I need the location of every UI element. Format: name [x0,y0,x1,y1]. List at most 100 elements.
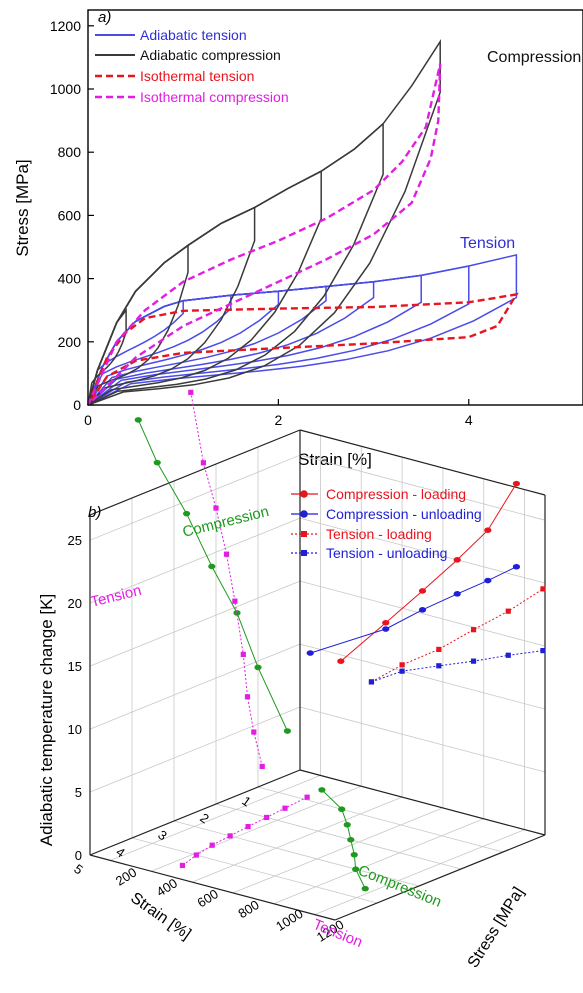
grid-line [273,818,484,905]
grid-line [151,785,362,872]
panel-b-legend: Compression - loading Compression - unlo… [291,486,482,561]
panel-a-legend: Adiabatic tension Adiabatic compression … [95,27,289,105]
axis-edge [299,429,546,496]
stress-temp-compression-unloading-point [484,577,492,584]
y-tick-label: 800 [58,144,82,160]
strain-stress-compression-point [352,866,360,873]
annotation-tension: Tension [460,235,515,252]
stress-temp-compression-unloading-line [310,566,517,654]
stress-temp-tension-loading-point [436,646,442,653]
adiabatic-compression-loop-6 [87,39,441,406]
strain-temp-tension-point [251,729,257,735]
legend-label-compression-unloading: Compression - unloading [326,506,482,522]
stress-temp-compression-unloading-point [512,563,521,570]
panel-b-zlabel: Adiabatic temperature change [K] [37,594,56,846]
grid-line [257,786,504,853]
x-tick-label: 5 [71,861,86,877]
z-tick-label: 5 [75,785,82,800]
stress-temp-tension-unloading-point [540,648,546,654]
stress-temp-tension-unloading-point [470,658,477,664]
y-tick-label: 200 [113,864,139,888]
y-tick-label: 600 [58,207,82,223]
strain-temp-compression-point [254,664,262,671]
legend-label-adiabatic-compression: Adiabatic compression [140,47,281,63]
strain-temp-tension-point [244,694,251,700]
strain-stress-tension-point [209,842,215,848]
y-tick-label: 0 [73,397,81,413]
panel-a-ticks: 0 2 4 0 200 400 600 800 1000 1200 [50,18,473,428]
y-tick-label: 200 [58,334,82,350]
y-tick-label: 600 [195,886,221,910]
strain-temp-tension-point [188,389,194,395]
stress-temp-tension-unloading-point [399,668,405,674]
stress-temp-compression-unloading-point [418,607,427,613]
annotation-compression: Compression [487,49,581,66]
annotation-b-compression-base: Compression [356,862,444,911]
strain-stress-compression-point [343,821,351,828]
grid-line [89,580,301,667]
stress-temp-tension-unloading-point [505,652,511,658]
y-tick-label: 1200 [50,18,81,34]
grid-line [299,454,546,521]
stress-temp-compression-loading-point [418,588,427,594]
axis-edge [89,429,301,516]
strain-stress-tension-point [193,852,199,858]
panel-a-curves [86,39,519,406]
grid-line [191,796,403,883]
strain-stress-tension-point [245,823,251,830]
isothermal-compression-curve [86,63,442,406]
panel-a-plot-frame [87,9,583,406]
strain-temp-tension-point [213,505,219,511]
stress-temp-compression-unloading-point [382,626,390,632]
strain-stress-tension-point [304,794,310,800]
legend-label-tension-unloading: Tension - unloading [326,545,447,561]
grid-line [89,706,301,793]
strain-stress-tension-line [182,796,308,866]
grid-line [89,517,301,604]
grid-line [89,454,301,541]
grid-line [89,643,301,730]
strain-temp-compression-point [233,610,241,616]
stress-temp-compression-loading-point [484,527,492,534]
z-tick-label: 25 [68,533,82,548]
stress-temp-tension-unloading-point [368,679,375,685]
legend-marker-compression-loading [300,490,308,498]
strain-stress-compression-point [361,885,369,892]
stress-temp-compression-unloading-point [306,650,314,656]
legend-label-adiabatic-tension: Adiabatic tension [140,27,247,43]
strain-temp-tension-point [259,763,265,770]
x-tick-label: 2 [274,412,282,428]
strain-temp-tension-point [240,651,246,658]
panel-a-label: a) [98,9,111,26]
grid-line [215,803,462,870]
stress-temp-tension-loading-point [540,586,546,592]
x-tick-label: 4 [465,412,473,428]
strain-stress-compression-point [350,851,358,858]
y-tick-label: 800 [235,897,261,921]
y-tick-label: 1000 [273,906,305,934]
grid-line [173,820,420,887]
strain-temp-compression-point [283,728,291,734]
stress-temp-tension-unloading-point [436,663,442,669]
stress-temp-tension-unloading-line [371,650,544,683]
strain-temp-tension-point [223,551,230,557]
stress-temp-tension-loading-point [399,662,405,668]
legend-marker-tension-unloading [301,550,307,556]
z-tick-label: 15 [68,659,82,674]
stress-temp-tension-loading-point [505,608,511,614]
y-tick-label: 400 [58,271,82,287]
stress-temp-compression-loading-point [337,658,345,665]
legend-label-compression-loading: Compression - loading [326,486,466,502]
strain-temp-tension-point [200,460,206,466]
axis-edge [299,769,546,836]
panel-b-ylabel: Stress [MPa] [465,884,528,971]
strain-temp-compression-point [208,563,216,570]
strain-temp-compression-point [183,510,191,517]
strain-stress-compression-point [338,806,346,813]
strain-stress-tension-point [179,862,186,869]
stress-temp-compression-loading-line [340,483,517,662]
panel-a-ylabel: Stress [MPa] [13,159,32,256]
strain-temp-compression-point [153,459,161,466]
